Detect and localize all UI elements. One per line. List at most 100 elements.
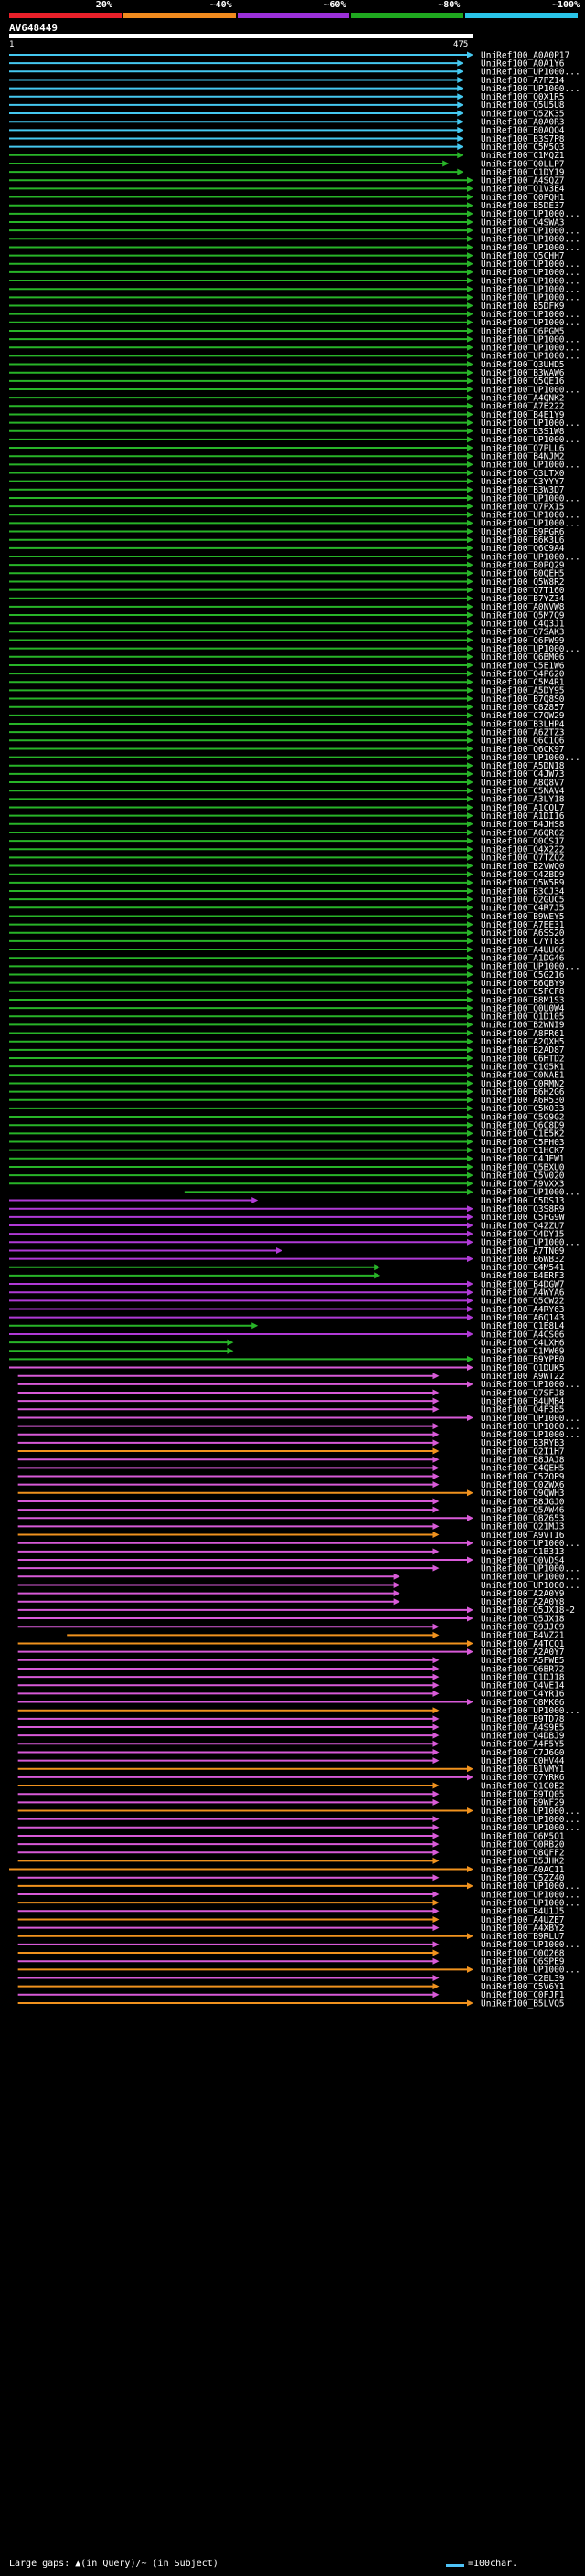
hit-label[interactable]: UniRef100_C4YR16 bbox=[481, 1690, 565, 1700]
hit-label[interactable]: UniRef100_UP1000... bbox=[481, 68, 580, 78]
hit-label[interactable]: UniRef100_A6QR62 bbox=[481, 828, 565, 838]
hit-label[interactable]: UniRef100_UP1000... bbox=[481, 1539, 580, 1549]
hit-label[interactable]: UniRef100_C5DS13 bbox=[481, 1196, 565, 1206]
hit-label[interactable]: UniRef100_B8M1S3 bbox=[481, 995, 565, 1005]
hit-label[interactable]: UniRef100_C4LXH6 bbox=[481, 1338, 565, 1348]
hit-label[interactable]: UniRef100_C8Z857 bbox=[481, 703, 565, 713]
hit-label[interactable]: UniRef100_UP1000... bbox=[481, 493, 580, 504]
hit-label[interactable]: UniRef100_A4S9E5 bbox=[481, 1723, 565, 1733]
hit-label[interactable]: UniRef100_B9WEY5 bbox=[481, 912, 565, 922]
hit-label[interactable]: UniRef100_Q6C1Q6 bbox=[481, 737, 565, 747]
hit-label[interactable]: UniRef100_A0AC11 bbox=[481, 1865, 565, 1875]
hit-label[interactable]: UniRef100_B2AD87 bbox=[481, 1045, 565, 1055]
hit-label[interactable]: UniRef100_B5DFK9 bbox=[481, 302, 565, 312]
hit-label[interactable]: UniRef100_Q4ZBD9 bbox=[481, 870, 565, 880]
hit-label[interactable]: UniRef100_B7Q8S0 bbox=[481, 694, 565, 705]
hit-label[interactable]: UniRef100_Q5JX18 bbox=[481, 1614, 565, 1624]
hit-label[interactable]: UniRef100_C5G216 bbox=[481, 970, 565, 981]
hit-label[interactable]: UniRef100_C1MQZ1 bbox=[481, 151, 565, 161]
hit-label[interactable]: UniRef100_Q8QFF2 bbox=[481, 1849, 565, 1859]
hit-label[interactable]: UniRef100_A1DG46 bbox=[481, 954, 565, 964]
hit-label[interactable]: UniRef100_C4QEH5 bbox=[481, 1464, 565, 1474]
hit-label[interactable]: UniRef100_A0A0P17 bbox=[481, 51, 569, 60]
hit-label[interactable]: UniRef100_C7YT83 bbox=[481, 937, 565, 947]
hit-label[interactable]: UniRef100_Q5M7Q9 bbox=[481, 610, 565, 620]
hit-label[interactable]: UniRef100_UP1000... bbox=[481, 644, 580, 654]
hit-label[interactable]: UniRef100_UP1000... bbox=[481, 235, 580, 245]
hit-label[interactable]: UniRef100_C1MW69 bbox=[481, 1347, 565, 1357]
hit-label[interactable]: UniRef100_A4XBY2 bbox=[481, 1924, 565, 1934]
hit-label[interactable]: UniRef100_Q0O268 bbox=[481, 1948, 565, 1958]
hit-label[interactable]: UniRef100_Q0CS17 bbox=[481, 836, 565, 846]
hit-label[interactable]: UniRef100_UP1000... bbox=[481, 1188, 580, 1198]
hit-label[interactable]: UniRef100_C5K033 bbox=[481, 1104, 565, 1114]
hit-label[interactable]: UniRef100_UP1000... bbox=[481, 318, 580, 328]
hit-label[interactable]: UniRef100_A2A0Y9 bbox=[481, 1589, 565, 1599]
hit-label[interactable]: UniRef100_A2A0Y8 bbox=[481, 1597, 565, 1607]
hit-label[interactable]: UniRef100_A7TN09 bbox=[481, 1246, 565, 1256]
hit-label[interactable]: UniRef100_UP1000... bbox=[481, 209, 580, 219]
hit-label[interactable]: UniRef100_Q4F3B5 bbox=[481, 1405, 565, 1415]
hit-label[interactable]: UniRef100_Q0LLP7 bbox=[481, 159, 565, 169]
hit-label[interactable]: UniRef100_Q6PGM5 bbox=[481, 326, 565, 336]
hit-label[interactable]: UniRef100_Q9JJC9 bbox=[481, 1623, 565, 1633]
hit-label[interactable]: UniRef100_UP1000... bbox=[481, 260, 580, 270]
hit-label[interactable]: UniRef100_Q5ZK35 bbox=[481, 109, 565, 119]
hit-label[interactable]: UniRef100_Q5W5R9 bbox=[481, 878, 565, 888]
hit-label[interactable]: UniRef100_B3S7P8 bbox=[481, 134, 565, 144]
hit-label[interactable]: UniRef100_UP1000... bbox=[481, 1238, 580, 1248]
hit-label[interactable]: UniRef100_Q8MK06 bbox=[481, 1698, 565, 1708]
hit-label[interactable]: UniRef100_B0QEH5 bbox=[481, 569, 565, 579]
hit-label[interactable]: UniRef100_A0A1Y6 bbox=[481, 58, 565, 69]
hit-label[interactable]: UniRef100_Q5QE16 bbox=[481, 376, 565, 387]
hit-label[interactable]: UniRef100_A8PR61 bbox=[481, 1029, 565, 1039]
hit-label[interactable]: UniRef100_UP1000... bbox=[481, 276, 580, 286]
hit-label[interactable]: UniRef100_C5NAV4 bbox=[481, 787, 565, 797]
hit-label[interactable]: UniRef100_Q6FW99 bbox=[481, 636, 565, 646]
hit-label[interactable]: UniRef100_B4NJM2 bbox=[481, 452, 565, 462]
hit-label[interactable]: UniRef100_UP1000... bbox=[481, 285, 580, 295]
hit-label[interactable]: UniRef100_B3LHP4 bbox=[481, 719, 565, 729]
hit-label[interactable]: UniRef100_UP1000... bbox=[481, 1430, 580, 1440]
hit-label[interactable]: UniRef100_C6HTD2 bbox=[481, 1054, 565, 1064]
hit-label[interactable]: UniRef100_B5LVQ5 bbox=[481, 1998, 565, 2009]
hit-label[interactable]: UniRef100_C1E8L4 bbox=[481, 1321, 565, 1331]
hit-label[interactable]: UniRef100_Q4ZZU7 bbox=[481, 1221, 565, 1231]
hit-label[interactable]: UniRef100_Q6CK97 bbox=[481, 745, 565, 755]
hit-label[interactable]: UniRef100_A6SS20 bbox=[481, 928, 565, 938]
hit-label[interactable]: UniRef100_B8JAJ8 bbox=[481, 1456, 565, 1466]
hit-label[interactable]: UniRef100_Q4X222 bbox=[481, 845, 565, 855]
hit-label[interactable]: UniRef100_A4CS06 bbox=[481, 1330, 565, 1340]
hit-label[interactable]: UniRef100_C1E5K2 bbox=[481, 1129, 565, 1140]
hit-label[interactable]: UniRef100_B3CJ34 bbox=[481, 886, 565, 896]
hit-label[interactable]: UniRef100_A7E222 bbox=[481, 402, 565, 412]
hit-label[interactable]: UniRef100_C5M4R1 bbox=[481, 678, 565, 688]
hit-label[interactable]: UniRef100_Q6SPE9 bbox=[481, 1957, 565, 1967]
hit-label[interactable]: UniRef100_C4Q3J1 bbox=[481, 620, 565, 630]
hit-label[interactable]: UniRef100_A0A0R3 bbox=[481, 118, 565, 128]
hit-label[interactable]: UniRef100_UP1000... bbox=[481, 1966, 580, 1976]
hit-label[interactable]: UniRef100_UP1000... bbox=[481, 519, 580, 529]
hit-label[interactable]: UniRef100_Q2GUC5 bbox=[481, 895, 565, 905]
hit-label[interactable]: UniRef100_Q7YRK6 bbox=[481, 1773, 565, 1783]
hit-label[interactable]: UniRef100_C4R7J5 bbox=[481, 904, 565, 914]
hit-label[interactable]: UniRef100_UP1000... bbox=[481, 435, 580, 445]
hit-label[interactable]: UniRef100_Q0VDS4 bbox=[481, 1555, 565, 1565]
hit-label[interactable]: UniRef100_Q4DBJ9 bbox=[481, 1731, 565, 1741]
hit-label[interactable]: UniRef100_A2QXH5 bbox=[481, 1037, 565, 1047]
hit-label[interactable]: UniRef100_B4VZ21 bbox=[481, 1631, 565, 1641]
hit-label[interactable]: UniRef100_UP1000... bbox=[481, 1380, 580, 1390]
hit-label[interactable]: UniRef100_A3LY18 bbox=[481, 795, 565, 805]
hit-label[interactable]: UniRef100_Q6M5Q1 bbox=[481, 1831, 565, 1841]
hit-label[interactable]: UniRef100_Q4VE14 bbox=[481, 1681, 565, 1691]
hit-label[interactable]: UniRef100_Q4SWA3 bbox=[481, 217, 565, 228]
hit-label[interactable]: UniRef100_B9PGR6 bbox=[481, 527, 565, 537]
hit-label[interactable]: UniRef100_C5ZZ40 bbox=[481, 1873, 565, 1883]
hit-label[interactable]: UniRef100_Q6C9A4 bbox=[481, 544, 565, 554]
hit-label[interactable]: UniRef100_C7QW29 bbox=[481, 711, 565, 721]
hit-label[interactable]: UniRef100_C7J6G0 bbox=[481, 1748, 565, 1758]
hit-label[interactable]: UniRef100_Q4DY15 bbox=[481, 1229, 565, 1239]
hit-label[interactable]: UniRef100_Q5W8R2 bbox=[481, 578, 565, 588]
hit-label[interactable]: UniRef100_C0HV44 bbox=[481, 1756, 565, 1766]
hit-label[interactable]: UniRef100_A4RY63 bbox=[481, 1305, 565, 1315]
